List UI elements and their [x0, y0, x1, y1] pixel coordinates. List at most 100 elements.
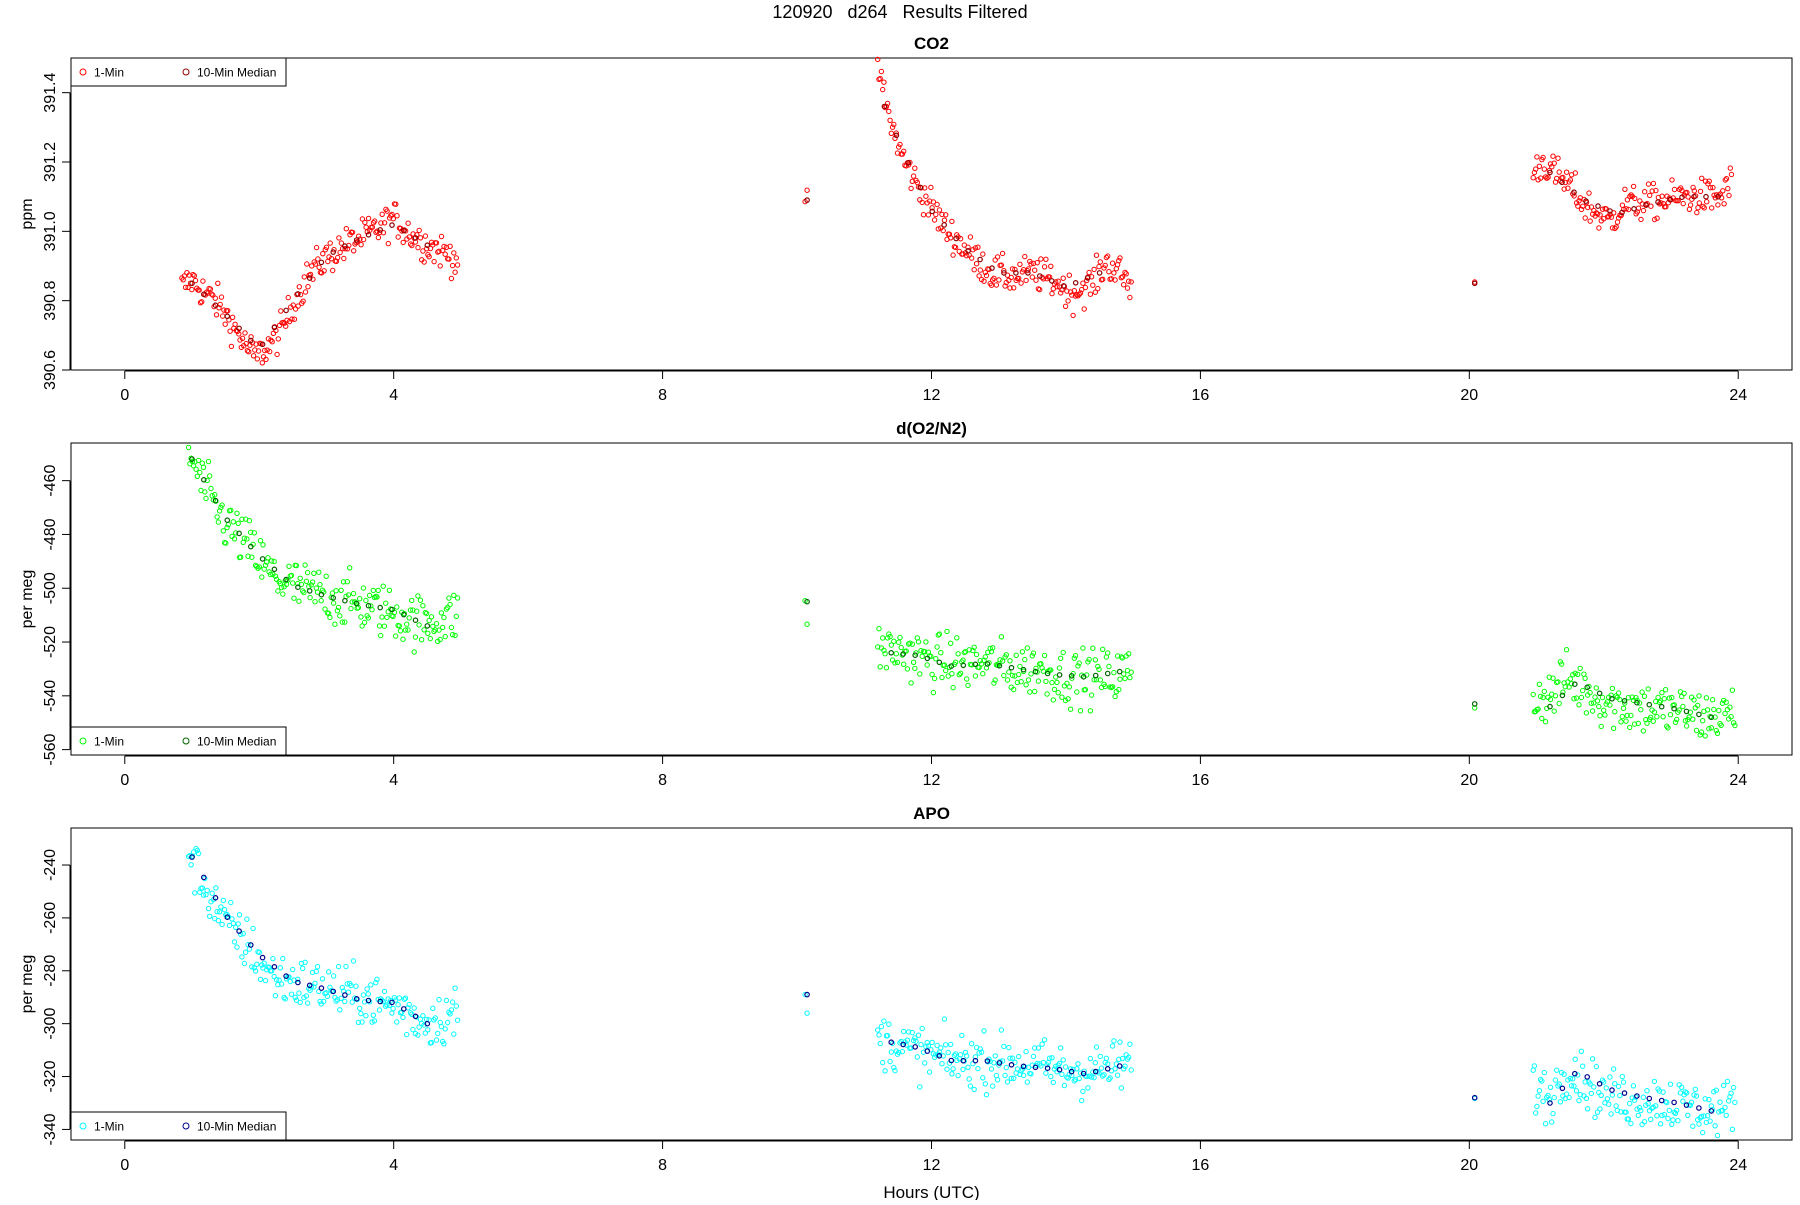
one-min-point [326, 969, 332, 975]
one-min-point [1632, 195, 1638, 202]
one-min-point [436, 997, 442, 1003]
one-min-point [316, 988, 322, 995]
one-min-point [1674, 1107, 1680, 1114]
one-min-point [374, 594, 380, 600]
x-tick-label: 8 [658, 387, 667, 404]
one-min-point [939, 1061, 945, 1067]
one-min-point [935, 632, 941, 638]
one-min-point [277, 965, 283, 971]
median-point [1571, 189, 1577, 196]
median-point [1634, 699, 1640, 706]
one-min-point [1582, 215, 1588, 221]
one-min-point [1664, 1099, 1670, 1106]
one-min-point [1030, 1053, 1037, 1060]
one-min-point [342, 998, 348, 1005]
y-tick-label: 391.2 [42, 142, 59, 182]
one-min-point [976, 273, 982, 279]
one-min-point [442, 633, 448, 640]
one-min-point [1594, 1109, 1601, 1115]
one-min-point [1577, 665, 1583, 672]
one-min-point [1686, 206, 1693, 213]
one-min-point [967, 234, 974, 240]
one-min-point [991, 680, 997, 686]
one-min-point [901, 661, 907, 667]
one-min-point [1128, 669, 1134, 675]
one-min-point [964, 1053, 970, 1059]
median-point [1008, 1062, 1015, 1068]
one-min-point [1029, 274, 1036, 280]
one-min-point [898, 644, 904, 651]
one-min-point [1001, 672, 1007, 679]
one-min-point [1111, 669, 1117, 676]
one-min-point [272, 993, 279, 999]
one-min-point [219, 502, 225, 508]
one-min-point [1534, 1103, 1540, 1110]
one-min-point [1679, 187, 1685, 194]
median-point [1471, 1094, 1478, 1101]
one-min-point [320, 251, 326, 257]
one-min-point [348, 605, 354, 612]
one-min-point [254, 961, 260, 967]
one-min-point [993, 282, 1000, 288]
panel-title: CO2 [914, 34, 949, 53]
one-min-point [1043, 256, 1049, 262]
one-min-point [1589, 1056, 1596, 1062]
one-min-point [905, 1029, 912, 1035]
one-min-point [966, 1076, 972, 1082]
one-min-point [420, 603, 426, 609]
one-min-point [925, 1043, 932, 1049]
median-point [189, 854, 195, 860]
one-min-point [1070, 312, 1076, 319]
median-point [1008, 664, 1015, 671]
median-point [960, 662, 967, 669]
one-min-point [423, 610, 430, 617]
one-min-point [1696, 693, 1702, 699]
one-min-point [204, 477, 210, 484]
one-min-point [323, 573, 329, 579]
one-min-point [431, 258, 437, 265]
one-min-point [1563, 1091, 1570, 1097]
one-min-point [944, 628, 950, 635]
one-min-point [909, 1029, 915, 1036]
median-point [1655, 199, 1661, 205]
one-min-point [1062, 303, 1069, 309]
one-min-point [881, 647, 887, 654]
one-min-point [1087, 291, 1094, 297]
one-min-point [271, 558, 277, 565]
one-min-point [1038, 256, 1044, 262]
one-min-point [406, 615, 412, 621]
one-min-point [1044, 691, 1050, 697]
one-min-point [1610, 725, 1617, 731]
one-min-point [433, 240, 440, 246]
median-point [1596, 1081, 1603, 1087]
one-min-point [1064, 680, 1070, 687]
one-min-point [1542, 1121, 1549, 1127]
one-min-point [1112, 693, 1118, 700]
one-min-point [933, 211, 939, 218]
y-tick-label: 391.0 [42, 211, 59, 251]
median-point [1691, 193, 1697, 200]
one-min-point [982, 654, 988, 660]
one-min-point [1644, 720, 1650, 726]
one-min-point [1544, 175, 1550, 181]
one-min-point [188, 455, 194, 461]
one-min-point [973, 261, 980, 267]
one-min-point [380, 998, 386, 1005]
one-min-point [337, 1007, 343, 1013]
one-min-point [1730, 1084, 1737, 1091]
one-min-point [1594, 698, 1601, 704]
one-min-point [1631, 1097, 1638, 1103]
median-point [1471, 280, 1478, 287]
one-min-point [285, 294, 291, 301]
one-min-point [1680, 703, 1686, 710]
one-min-point [1561, 1071, 1567, 1077]
one-min-point [1531, 1063, 1538, 1069]
one-min-point [901, 148, 907, 155]
one-min-point [1661, 696, 1668, 702]
one-min-point [1624, 712, 1630, 719]
one-min-point [1612, 1081, 1618, 1087]
one-min-point [250, 925, 256, 932]
one-min-point [1576, 198, 1582, 204]
one-min-point [886, 1021, 892, 1027]
one-min-point [1043, 1070, 1049, 1076]
